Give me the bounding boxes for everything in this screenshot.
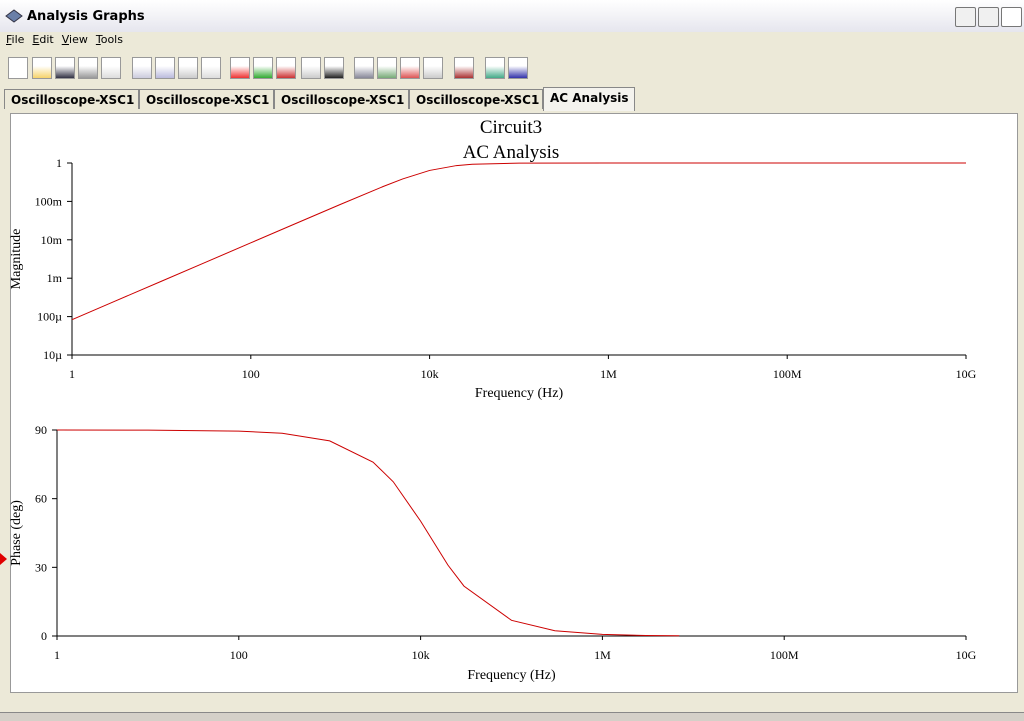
restore-button[interactable] (978, 7, 999, 27)
app-icon (5, 9, 23, 23)
y-tick-label: 1m (47, 271, 63, 285)
toolbar-button[interactable] (78, 57, 98, 79)
y-tick-label: 100µ (37, 310, 62, 324)
y-axis-label: Phase (deg) (9, 500, 24, 566)
tab[interactable]: Oscilloscope-XSC1 (274, 89, 409, 109)
x-tick-label: 100M (773, 367, 802, 381)
x-tick-label: 1 (54, 648, 60, 662)
title-bar: Analysis Graphs (0, 0, 1024, 32)
menu-item[interactable]: Edit (32, 33, 54, 46)
tab[interactable]: Oscilloscope-XSC1 (409, 89, 543, 109)
toolbar-button[interactable] (508, 57, 528, 79)
toolbar-button[interactable] (8, 57, 28, 79)
toolbar-button[interactable] (101, 57, 121, 79)
x-tick-label: 10k (412, 648, 430, 662)
x-axis-label: Frequency (Hz) (467, 668, 556, 683)
x-axis-label: Frequency (Hz) (475, 386, 564, 401)
x-tick-label: 10k (421, 367, 439, 381)
y-tick-label: 10µ (43, 348, 62, 362)
cursor-marker (0, 553, 7, 565)
x-tick-label: 1 (69, 367, 75, 381)
toolbar-button[interactable] (354, 57, 374, 79)
toolbar-button[interactable] (201, 57, 221, 79)
y-tick-label: 0 (41, 629, 47, 643)
toolbar-button[interactable] (324, 57, 344, 79)
y-axis-label: Magnitude (9, 229, 24, 290)
chart-title: Circuit3 (480, 117, 542, 138)
minimize-button[interactable] (955, 7, 976, 27)
menu-bar: File Edit View Tools (0, 32, 1024, 50)
toolbar-button[interactable] (276, 57, 296, 79)
menu-item[interactable]: File (6, 33, 25, 46)
menu-item[interactable]: View (61, 33, 88, 46)
menu-item[interactable]: Tools (95, 33, 123, 46)
toolbar-button[interactable] (55, 57, 75, 79)
y-tick-label: 90 (35, 423, 47, 437)
x-tick-label: 10G (956, 648, 977, 662)
y-tick-label: 60 (35, 492, 47, 506)
x-tick-label: 1M (600, 367, 617, 381)
toolbar-button[interactable] (400, 57, 420, 79)
toolbar-button[interactable] (423, 57, 443, 79)
toolbar-button[interactable] (377, 57, 397, 79)
toolbar-button[interactable] (178, 57, 198, 79)
graph-panel (10, 113, 1018, 693)
toolbar-button[interactable] (230, 57, 250, 79)
toolbar-button[interactable] (132, 57, 152, 79)
toolbar-button[interactable] (301, 57, 321, 79)
series-line (56, 429, 680, 637)
close-button[interactable] (1001, 7, 1022, 27)
tab[interactable]: Oscilloscope-XSC1 (4, 89, 139, 109)
y-tick-label: 100m (35, 194, 63, 208)
window-title: Analysis Graphs (27, 9, 145, 24)
x-tick-label: 100 (242, 367, 260, 381)
toolbar-button[interactable] (454, 57, 474, 79)
chart-subtitle: AC Analysis (463, 142, 560, 163)
toolbar-button[interactable] (253, 57, 273, 79)
y-tick-label: 30 (35, 560, 47, 574)
y-tick-label: 1 (56, 156, 62, 170)
x-tick-label: 1M (594, 648, 611, 662)
tab[interactable]: Oscilloscope-XSC1 (139, 89, 274, 109)
x-tick-label: 100 (230, 648, 248, 662)
x-tick-label: 10G (956, 367, 977, 381)
toolbar-button[interactable] (485, 57, 505, 79)
toolbar-button[interactable] (155, 57, 175, 79)
series-line (71, 162, 966, 321)
tab[interactable]: AC Analysis (543, 87, 635, 111)
taskbar (0, 712, 1024, 721)
toolbar-button[interactable] (32, 57, 52, 79)
x-tick-label: 100M (770, 648, 799, 662)
y-tick-label: 10m (41, 233, 63, 247)
